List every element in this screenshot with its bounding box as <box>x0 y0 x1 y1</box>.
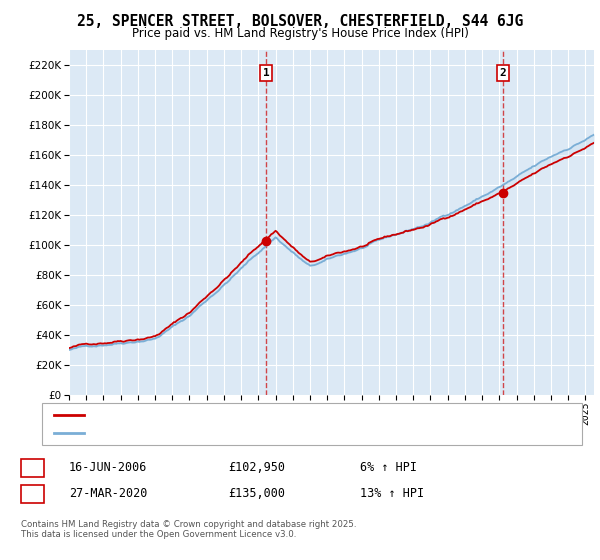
Text: 16-JUN-2006: 16-JUN-2006 <box>69 461 148 474</box>
Text: Price paid vs. HM Land Registry's House Price Index (HPI): Price paid vs. HM Land Registry's House … <box>131 27 469 40</box>
Text: 25, SPENCER STREET, BOLSOVER, CHESTERFIELD, S44 6JG: 25, SPENCER STREET, BOLSOVER, CHESTERFIE… <box>77 14 523 29</box>
Text: 13% ↑ HPI: 13% ↑ HPI <box>360 487 424 501</box>
Text: £102,950: £102,950 <box>228 461 285 474</box>
Text: £135,000: £135,000 <box>228 487 285 501</box>
Text: 1: 1 <box>29 461 36 474</box>
Text: 1: 1 <box>263 68 269 78</box>
Text: 6% ↑ HPI: 6% ↑ HPI <box>360 461 417 474</box>
Text: 2: 2 <box>29 487 36 501</box>
Text: 25, SPENCER STREET, BOLSOVER, CHESTERFIELD, S44 6JG (semi-detached house): 25, SPENCER STREET, BOLSOVER, CHESTERFIE… <box>90 410 519 420</box>
Text: HPI: Average price, semi-detached house, Bolsover: HPI: Average price, semi-detached house,… <box>90 428 378 438</box>
Text: Contains HM Land Registry data © Crown copyright and database right 2025.
This d: Contains HM Land Registry data © Crown c… <box>21 520 356 539</box>
Text: 27-MAR-2020: 27-MAR-2020 <box>69 487 148 501</box>
Text: 2: 2 <box>500 68 506 78</box>
